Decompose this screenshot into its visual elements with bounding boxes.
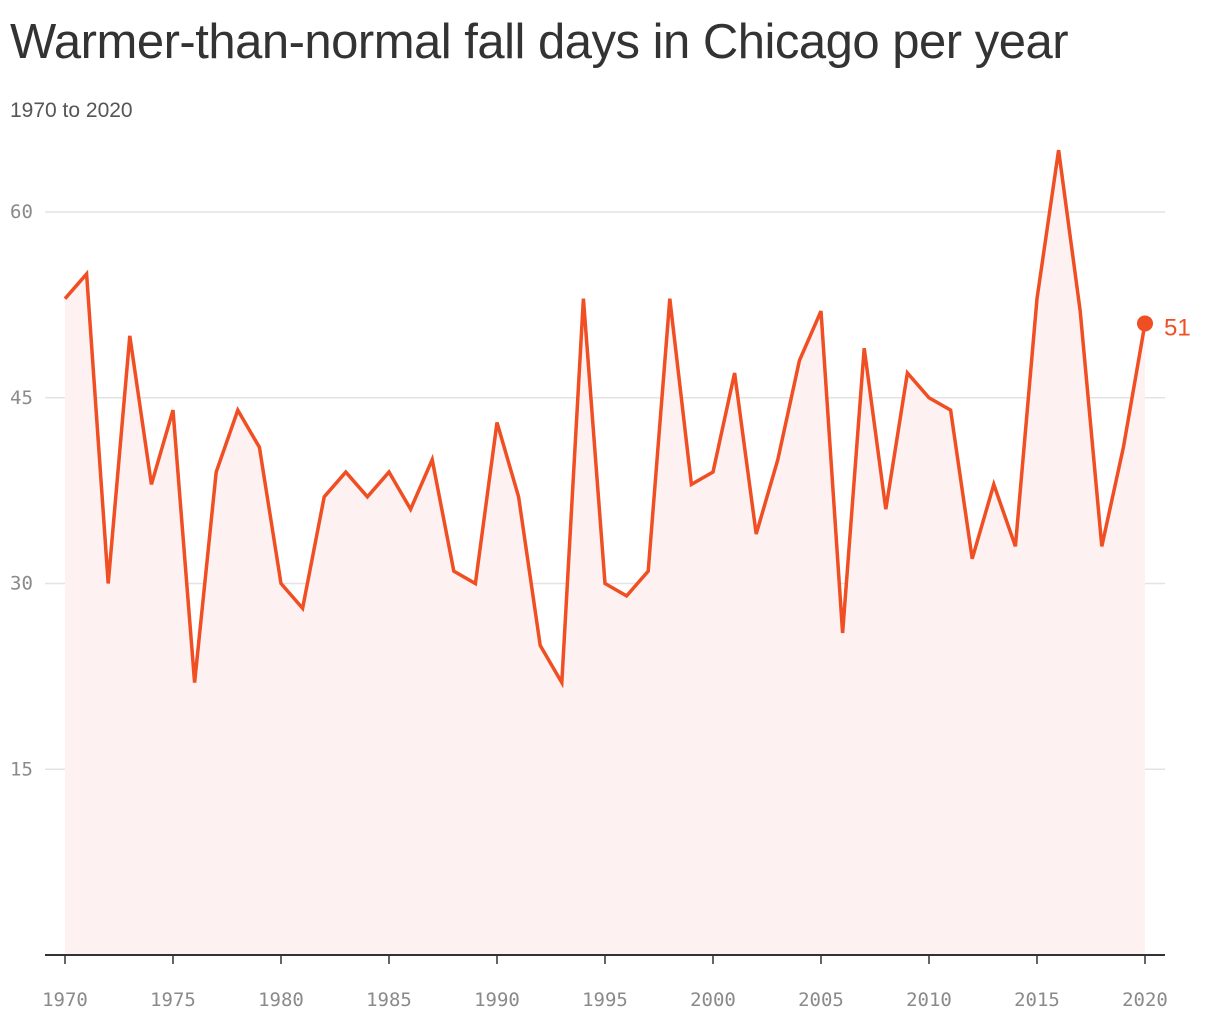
data-point-2013 bbox=[992, 482, 996, 486]
x-tick-label-1990: 1990 bbox=[474, 989, 520, 1011]
data-point-2012 bbox=[970, 557, 974, 561]
data-point-1976 bbox=[193, 681, 197, 685]
data-point-2008 bbox=[884, 507, 888, 511]
y-axis-ticks: 15 30 45 60 bbox=[10, 201, 33, 780]
data-point-1990 bbox=[495, 421, 499, 425]
data-point-1984 bbox=[365, 495, 369, 499]
data-point-2014 bbox=[1013, 544, 1017, 548]
data-point-2007 bbox=[862, 346, 866, 350]
data-point-1972 bbox=[106, 582, 110, 586]
data-point-1982 bbox=[322, 495, 326, 499]
y-tick-label-60: 60 bbox=[10, 201, 33, 223]
x-tick-label-1980: 1980 bbox=[258, 989, 304, 1011]
data-point-1970 bbox=[63, 297, 67, 301]
data-point-2000 bbox=[711, 470, 715, 474]
data-point-2009 bbox=[905, 371, 909, 375]
data-point-1983 bbox=[344, 470, 348, 474]
data-point-1987 bbox=[430, 458, 434, 462]
x-tick-label-2000: 2000 bbox=[690, 989, 736, 1011]
data-point-1981 bbox=[301, 606, 305, 610]
data-point-2017 bbox=[1078, 309, 1082, 313]
y-tick-label-30: 30 bbox=[10, 573, 33, 595]
data-point-1977 bbox=[214, 470, 218, 474]
data-point-2002 bbox=[754, 532, 758, 536]
data-point-2011 bbox=[949, 408, 953, 412]
data-point-1995 bbox=[603, 582, 607, 586]
data-point-2016 bbox=[1057, 148, 1061, 152]
x-tick-label-1975: 1975 bbox=[150, 989, 196, 1011]
data-point-1996 bbox=[625, 594, 629, 598]
data-point-2015 bbox=[1035, 297, 1039, 301]
data-point-1986 bbox=[409, 507, 413, 511]
x-tick-label-1995: 1995 bbox=[582, 989, 628, 1011]
end-value-label: 51 bbox=[1164, 314, 1191, 341]
data-point-1988 bbox=[452, 569, 456, 573]
data-point-1975 bbox=[171, 408, 175, 412]
data-point-1991 bbox=[517, 495, 521, 499]
data-point-1985 bbox=[387, 470, 391, 474]
data-point-2010 bbox=[927, 396, 931, 400]
data-point-1980 bbox=[279, 582, 283, 586]
data-point-1974 bbox=[149, 482, 153, 486]
series-line-layer bbox=[63, 149, 1147, 689]
data-point-1973 bbox=[128, 334, 132, 338]
y-tick-label-45: 45 bbox=[10, 387, 33, 409]
data-point-1979 bbox=[257, 445, 261, 449]
x-tick-label-1985: 1985 bbox=[366, 989, 412, 1011]
area-fill bbox=[65, 150, 1145, 955]
x-tick-label-2010: 2010 bbox=[906, 989, 952, 1011]
data-point-1999 bbox=[689, 482, 693, 486]
x-tick-label-2015: 2015 bbox=[1014, 989, 1060, 1011]
x-axis: 1970 1975 1980 1985 1990 1995 2000 2005 2010 2015… bbox=[42, 954, 1168, 1011]
data-point-1992 bbox=[538, 643, 542, 647]
data-point-1971 bbox=[85, 272, 89, 276]
data-point-2001 bbox=[733, 371, 737, 375]
end-marker: 51 bbox=[1137, 314, 1191, 341]
data-point-1994 bbox=[581, 297, 585, 301]
data-point-2005 bbox=[819, 309, 823, 313]
x-tick-label-2005: 2005 bbox=[798, 989, 844, 1011]
end-point-marker bbox=[1137, 315, 1153, 332]
x-tick-label-1970: 1970 bbox=[42, 989, 88, 1011]
y-tick-label-15: 15 bbox=[10, 758, 33, 780]
data-point-1989 bbox=[473, 582, 477, 586]
data-point-1997 bbox=[646, 569, 650, 573]
area-fill-layer bbox=[65, 150, 1145, 955]
data-point-2019 bbox=[1121, 445, 1125, 449]
data-point-2004 bbox=[797, 359, 801, 363]
data-point-2003 bbox=[776, 458, 780, 462]
x-tick-label-2020: 2020 bbox=[1122, 989, 1168, 1011]
data-point-2006 bbox=[841, 631, 845, 635]
data-point-1993 bbox=[560, 681, 564, 685]
data-point-2018 bbox=[1100, 544, 1104, 548]
chart-title: Warmer-than-normal fall days in Chicago … bbox=[10, 15, 1069, 69]
data-point-1998 bbox=[668, 297, 672, 301]
chart-subtitle: 1970 to 2020 bbox=[10, 99, 133, 122]
series-line bbox=[63, 149, 1147, 689]
data-point-1978 bbox=[236, 408, 240, 412]
